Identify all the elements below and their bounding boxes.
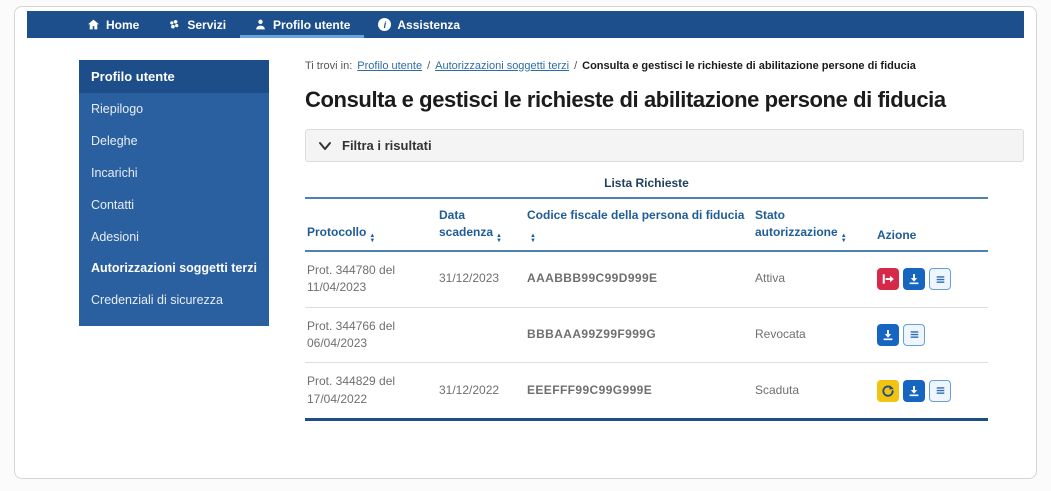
breadcrumb-separator: / [574, 60, 578, 72]
breadcrumb-current: Consulta e gestisci le richieste di abil… [582, 60, 916, 72]
sidebar-item-deleghe[interactable]: Deleghe [91, 133, 138, 148]
row-actions [877, 268, 980, 291]
download-button[interactable] [877, 323, 899, 346]
nav-item-profilo-utente[interactable]: Profilo utente [240, 11, 365, 38]
sidebar-item-adesioni[interactable]: Adesioni [91, 229, 139, 244]
nav-item-home[interactable]: Home [73, 11, 153, 38]
cell-stato: Scaduta [753, 362, 875, 422]
download-button[interactable] [903, 268, 925, 291]
sidebar-item-contatti[interactable]: Contatti [91, 197, 135, 212]
download-icon [909, 274, 919, 285]
column-header-codice-fiscale[interactable]: Codice fiscale della persona di fiducia ▲… [525, 197, 753, 252]
nav-item-servizi[interactable]: Servizi [153, 11, 240, 38]
main-content: Ti trovi in: Profilo utente / Autorizzaz… [305, 60, 1024, 422]
details-button[interactable] [903, 323, 925, 346]
cell-data-scadenza: 31/12/2023 [439, 271, 500, 286]
list-icon [910, 331, 918, 339]
column-header-data-scadenza[interactable]: Data scadenza ▲ ▼ [437, 197, 525, 252]
nav-item-label: Servizi [187, 17, 227, 32]
download-icon [909, 385, 919, 396]
list-icon [936, 387, 944, 395]
column-header-azione: Azione [875, 197, 988, 252]
sidebar-item-autorizzazioni-soggetti-terzi[interactable]: Autorizzazioni soggetti terzi [91, 261, 257, 276]
cell-codice-fiscale: BBBAAA99Z99F999G [525, 306, 753, 363]
table-row: Prot. 344780 del 11/04/2023 31/12/2023 A… [305, 251, 988, 307]
sidebar-item-credenziali-di-sicurezza[interactable]: Credenziali di sicurezza [91, 293, 224, 308]
refresh-icon [882, 385, 894, 397]
cell-protocollo: Prot. 344766 del 06/04/2023 [305, 306, 437, 363]
sort-icon: ▲ ▼ [369, 232, 376, 244]
breadcrumb-link-autorizzazioni[interactable]: Autorizzazioni soggetti terzi [435, 60, 570, 72]
details-button[interactable] [929, 379, 951, 402]
app-window: Home Servizi Profilo utente i Assistenza… [14, 6, 1037, 479]
cell-stato: Attiva [755, 271, 786, 286]
sort-icon: ▲ ▼ [840, 232, 847, 244]
richieste-table: Protocollo ▲ ▼ Data scadenza ▲ ▼ Codice fisc… [305, 197, 988, 422]
filter-accordion-toggle[interactable]: Filtra i risultati [305, 129, 1024, 162]
column-header-stato-autorizzazione[interactable]: Stato autorizzazione ▲ ▼ [753, 197, 875, 252]
breadcrumb: Ti trovi in: Profilo utente / Autorizzaz… [305, 60, 1021, 72]
table-row: Prot. 344766 del 06/04/2023 BBBAAA99Z99F… [305, 306, 988, 363]
sign-out-icon [882, 274, 894, 284]
sidebar: Profilo utente Riepilogo Deleghe Incaric… [79, 60, 269, 327]
cell-data-scadenza [437, 306, 525, 363]
cell-codice-fiscale: EEEFFF99C99G999E [525, 362, 753, 422]
sidebar-item-riepilogo[interactable]: Riepilogo [91, 102, 144, 116]
sidebar-item-incarichi[interactable]: Incarichi [91, 165, 138, 180]
sort-icon: ▲ ▼ [496, 232, 502, 244]
download-icon [883, 330, 893, 341]
top-navbar: Home Servizi Profilo utente i Assistenza [27, 11, 1024, 38]
cell-data-scadenza: 31/12/2022 [437, 362, 525, 422]
list-icon [936, 275, 944, 283]
info-icon: i [378, 18, 392, 31]
user-icon [256, 19, 265, 30]
details-button[interactable] [929, 268, 951, 291]
row-actions [877, 323, 980, 346]
column-header-protocollo[interactable]: Protocollo ▲ ▼ [305, 197, 437, 252]
cell-codice-fiscale: AAABBB99C99D999E [527, 271, 658, 286]
revoke-authorization-button[interactable] [877, 268, 899, 291]
table-row: Prot. 344829 del 17/04/2022 31/12/2022 E… [305, 362, 988, 422]
sidebar-item-profilo-utente[interactable]: Profilo utente [79, 60, 269, 93]
cell-protocollo: Prot. 344829 del 17/04/2022 [305, 362, 437, 422]
sort-icon: ▲ ▼ [530, 232, 536, 244]
row-actions [877, 379, 980, 402]
filter-label: Filtra i risultati [342, 138, 432, 153]
page-title: Consulta e gestisci le richieste di abil… [305, 87, 946, 112]
table-header-row: Protocollo ▲ ▼ Data scadenza ▲ ▼ Codice fisc… [305, 197, 988, 252]
nav-item-label: Home [106, 17, 140, 32]
richieste-table-section: Lista Richieste Protocollo ▲ ▼ Data scaden… [305, 176, 988, 422]
nav-item-label: Profilo utente [273, 17, 351, 32]
breadcrumb-separator: / [427, 60, 431, 72]
breadcrumb-link-profilo-utente[interactable]: Profilo utente [357, 60, 423, 72]
servizi-icon [170, 19, 179, 29]
download-button[interactable] [903, 379, 925, 402]
home-icon [88, 19, 99, 30]
nav-item-assistenza[interactable]: i Assistenza [364, 11, 474, 38]
breadcrumb-prefix: Ti trovi in: [305, 60, 353, 72]
renew-request-button[interactable] [877, 379, 899, 402]
table-caption: Lista Richieste [604, 176, 689, 190]
cell-protocollo: Prot. 344780 del 11/04/2023 [307, 262, 396, 295]
nav-item-label: Assistenza [397, 17, 461, 32]
cell-stato: Revocata [753, 306, 875, 363]
chevron-down-icon [319, 141, 331, 150]
